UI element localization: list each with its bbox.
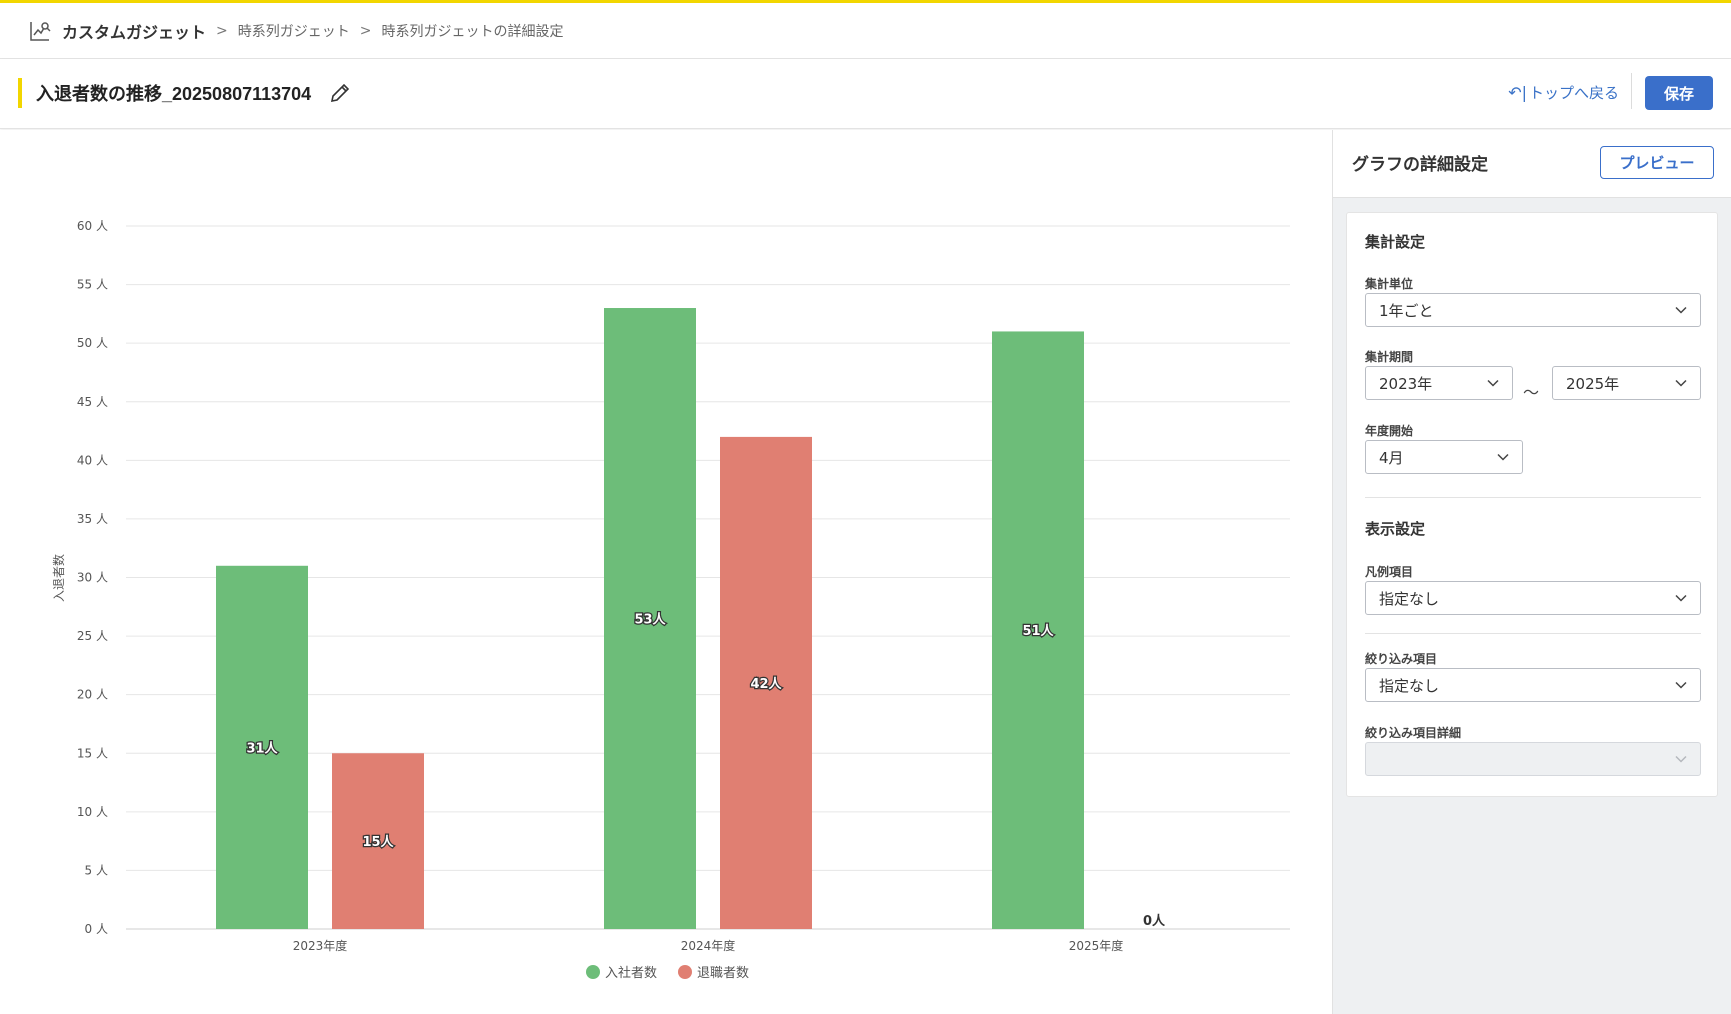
y-tick-label: 50 人 [77,336,108,350]
x-tick-label: 2025年度 [1069,938,1124,953]
chevron-down-icon [1487,379,1499,387]
y-tick-label: 25 人 [77,629,108,643]
bar-join [216,565,308,929]
y-tick-label: 45 人 [77,395,108,409]
title-accent [18,78,22,108]
breadcrumb-separator-icon: > [216,22,228,39]
filter-item-select[interactable]: 指定なし [1365,668,1701,702]
legend-swatch [586,965,600,979]
top-accent-line [0,0,1731,3]
period-label: 集計期間 [1365,350,1414,364]
period-separator: 〜 [1523,383,1540,402]
y-tick-label: 20 人 [77,688,108,702]
filter-detail-select [1365,742,1701,776]
period-from-select[interactable]: 2023年 [1365,366,1513,400]
x-tick-label: 2023年度 [293,938,348,953]
period-to-value: 2025年 [1566,374,1620,393]
chevron-down-icon [1675,594,1687,602]
filter-item-label: 絞り込み項目 [1365,652,1438,666]
breadcrumb-item-timeseries[interactable]: 時系列ガジェット [237,23,350,40]
preview-button[interactable]: プレビュー [1600,146,1714,179]
breadcrumb-separator-icon: > [359,22,372,39]
y-tick-label: 10 人 [77,805,108,819]
fiscal-start-label: 年度開始 [1365,424,1414,438]
unit-select-value: 1年ごと [1379,301,1434,320]
field-divider [1365,633,1701,634]
chevron-down-icon [1675,755,1687,763]
divider [1631,73,1632,109]
legend-item-value: 指定なし [1379,589,1440,608]
y-tick-label: 60 人 [77,219,108,233]
undo-arrow-icon: ↶| [1508,83,1527,102]
y-tick-label: 55 人 [77,278,108,292]
pencil-icon[interactable] [328,81,352,105]
save-button[interactable]: 保存 [1645,76,1713,110]
bar-leave [720,436,812,929]
chevron-down-icon [1675,681,1687,689]
unit-select[interactable]: 1年ごと [1365,293,1701,327]
fiscal-start-select[interactable]: 4月 [1365,440,1523,474]
page-title: 入退者数の推移_20250807113704 [36,84,312,104]
breadcrumb-root[interactable]: カスタムガジェット [62,22,207,42]
y-tick-label: 5 人 [85,863,108,877]
data-label: 0人 [1143,913,1166,929]
y-tick-label: 40 人 [77,453,108,467]
bar-join [992,331,1084,929]
chevron-down-icon [1675,306,1687,314]
bar-join [604,308,696,929]
filter-detail-label: 絞り込み項目詳細 [1365,726,1462,740]
y-tick-label: 0 人 [85,922,108,936]
x-tick-label: 2024年度 [681,938,736,953]
y-tick-label: 15 人 [77,746,108,760]
side-panel-header: グラフの詳細設定 プレビュー [1333,130,1731,198]
legend-swatch [678,965,692,979]
fiscal-start-value: 4月 [1379,448,1404,467]
y-tick-label: 30 人 [77,571,108,585]
section-divider [1365,497,1701,498]
legend-label: 入社者数 [605,965,657,981]
period-to-select[interactable]: 2025年 [1552,366,1701,400]
chevron-down-icon [1497,453,1509,461]
data-label: 53人 [634,612,666,628]
data-label: 31人 [246,740,278,756]
aggregation-section-title: 集計設定 [1365,233,1426,251]
data-label: 51人 [1022,623,1054,639]
period-from-value: 2023年 [1379,374,1433,393]
data-label: 15人 [362,834,394,850]
filter-item-value: 指定なし [1379,676,1440,695]
back-to-top-label: トップへ戻る [1528,84,1619,102]
breadcrumb: カスタムガジェット > 時系列ガジェット > 時系列ガジェットの詳細設定 [0,3,1731,59]
title-bar: 入退者数の推移_20250807113704 ↶| トップへ戻る 保存 [0,59,1731,129]
analytics-icon [28,19,52,43]
legend-label: 退職者数 [697,966,749,981]
display-section-title: 表示設定 [1365,520,1426,538]
back-to-top-link[interactable]: ↶| トップへ戻る [1508,82,1619,103]
chevron-down-icon [1675,379,1687,387]
chart-area: 0 人 5 人 10 人 15 人 20 人 25 人 30 人 35 人 40 人 45 人 50… [0,130,1332,1014]
unit-label: 集計単位 [1365,277,1414,291]
settings-card: 集計設定 集計単位 1年ごと 集計期間 2023年 〜 2025年 年度開始 4… [1346,212,1718,797]
breadcrumb-item-detail: 時系列ガジェットの詳細設定 [381,23,564,40]
side-panel-title: グラフの詳細設定 [1352,155,1488,175]
bar-chart: 0 人 5 人 10 人 15 人 20 人 25 人 30 人 35 人 40 人 45 人 50… [51,219,1290,981]
bar-leave [332,753,424,929]
y-tick-label: 35 人 [77,512,108,526]
data-label: 42人 [750,676,782,692]
legend-item-select[interactable]: 指定なし [1365,581,1701,615]
y-axis-label: 入退者数 [51,554,66,602]
legend-item-label: 凡例項目 [1365,565,1414,579]
side-panel: グラフの詳細設定 プレビュー 集計設定 集計単位 1年ごと 集計期間 2023年… [1332,130,1731,1014]
